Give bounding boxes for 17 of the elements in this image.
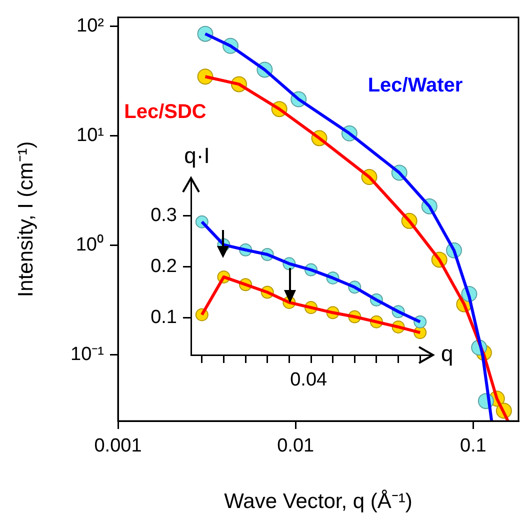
annotation: 0.04 [290,370,328,391]
text: Lec/Water [368,74,463,96]
y-tick-label: 0.2 [150,256,177,277]
y-tick-label: 10¹ [76,124,104,146]
x-tick-label: 0.001 [94,436,142,457]
y-axis-title: q·I [184,143,210,168]
y-axis-title: Intensity, I (cm⁻¹) [14,141,38,298]
y-tick-label: 10² [76,15,104,36]
y-tick-label: 0.3 [150,204,177,226]
series-label: Lec/SDC [124,101,206,124]
y-tick-label: 10⁻¹ [70,344,104,366]
x-tick-label: 0.01 [277,436,314,457]
x-axis-title: q [441,341,454,366]
x-tick-label: 0.1 [460,436,486,457]
y-tick-label: 0.1 [150,306,177,328]
y-tick-label: 10⁰ [76,234,104,256]
x-axis-title: Wave Vector, q (Å⁻¹) [224,489,412,514]
